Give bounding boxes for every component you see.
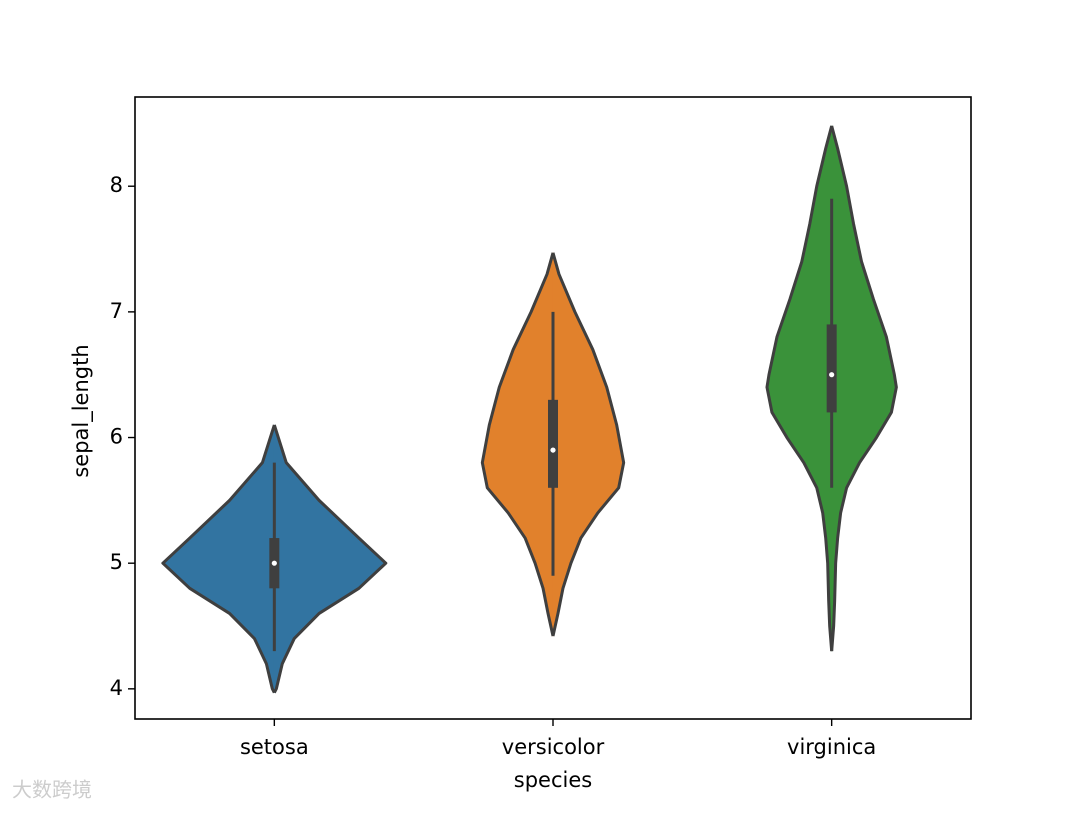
x-tick-label: versicolor (502, 735, 605, 759)
violin-outline (551, 252, 626, 637)
y-tick-label: 7 (110, 299, 123, 323)
y-tick-label: 8 (110, 173, 123, 197)
y-tick-label: 6 (110, 425, 123, 449)
violin-body (831, 125, 897, 652)
iqr-box (826, 324, 837, 413)
violin-outline (480, 252, 555, 637)
violin-body (273, 424, 387, 693)
median (550, 447, 556, 453)
y-axis-label: sepal_length (69, 344, 94, 477)
violin-outline (272, 424, 388, 694)
violin-body (766, 125, 833, 652)
violin-body (552, 252, 625, 637)
x-tick-label: virginica (787, 735, 876, 759)
x-axis-label: species (514, 768, 592, 792)
violin-outline (161, 424, 276, 694)
median (829, 372, 835, 378)
y-tick-label: 5 (110, 550, 123, 574)
y-tick-label: 4 (110, 676, 123, 700)
violin-body (481, 252, 554, 637)
violin-body (162, 424, 275, 693)
iqr-box (548, 399, 558, 488)
watermark: 大数跨境 (12, 778, 92, 802)
x-tick-label: setosa (240, 735, 309, 759)
violin-outline (830, 125, 898, 652)
median (271, 560, 277, 566)
violin-outline (765, 125, 834, 652)
